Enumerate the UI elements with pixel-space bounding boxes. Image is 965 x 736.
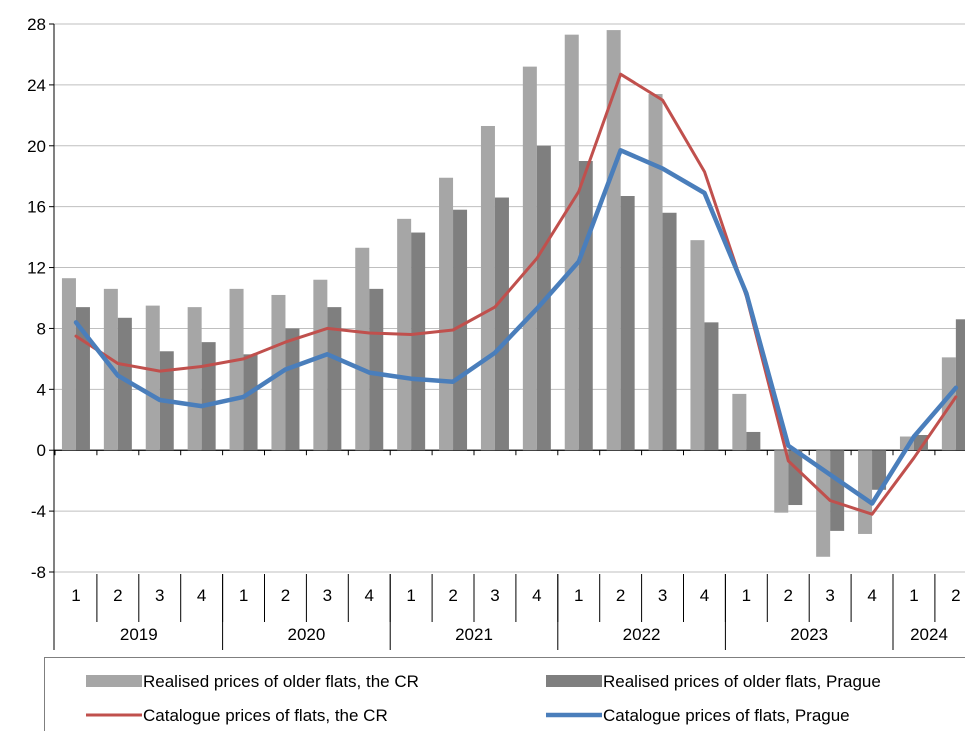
bar [704,322,718,450]
bar [313,280,327,450]
y-tick-label: 20 [27,137,46,156]
bar [411,233,425,451]
quarter-label: 1 [239,586,248,605]
quarter-label: 2 [951,586,960,605]
quarter-label: 4 [365,586,374,605]
quarter-label: 1 [742,586,751,605]
bar [621,196,635,450]
bar [202,342,216,450]
bar [858,450,872,534]
bar [369,289,383,450]
quarter-label: 1 [909,586,918,605]
y-tick-label: 12 [27,259,46,278]
quarter-label: 1 [71,586,80,605]
bar [146,306,160,451]
bar [663,213,677,450]
quarter-label: 4 [700,586,709,605]
year-label: 2024 [910,625,948,644]
bar [565,35,579,451]
bar [956,319,965,450]
bar [746,432,760,450]
quarter-label: 2 [784,586,793,605]
quarter-label: 4 [867,586,876,605]
quarter-label: 2 [448,586,457,605]
bar [62,278,76,450]
legend-swatch [86,675,142,687]
legend: Realised prices of older flats, the CR Re… [45,658,965,732]
quarter-label: 3 [825,586,834,605]
quarter-label: 1 [574,586,583,605]
y-tick-label: 4 [37,380,46,399]
y-tick-label: 8 [37,319,46,338]
quarter-label: 4 [532,586,541,605]
year-label: 2020 [287,625,325,644]
year-label: 2021 [455,625,493,644]
y-tick-label: 24 [27,76,46,95]
quarter-label: 3 [658,586,667,605]
y-tick-label: 28 [27,15,46,34]
y-tick-label: -8 [31,563,46,582]
quarter-label: 3 [490,586,499,605]
year-label: 2019 [120,625,158,644]
bar [285,328,299,450]
quarter-label: 2 [281,586,290,605]
legend-label: Realised prices of older flats, the CR [143,672,419,691]
quarter-label: 4 [197,586,206,605]
legend-label: Catalogue prices of flats, the CR [143,706,388,725]
bar [732,394,746,450]
year-label: 2023 [790,625,828,644]
bar [830,450,844,531]
bar [188,307,202,450]
quarter-label: 2 [113,586,122,605]
bar [230,289,244,450]
bar [774,450,788,512]
bar [788,450,802,505]
bar [495,198,509,451]
bar [649,94,663,450]
bar [579,161,593,450]
bar [690,240,704,450]
legend-label: Realised prices of older flats, Prague [603,672,881,691]
bar [481,126,495,450]
bar [523,67,537,451]
y-tick-label: 0 [37,441,46,460]
bar [244,354,258,450]
quarter-label: 3 [155,586,164,605]
quarter-label: 3 [323,586,332,605]
bar [355,248,369,450]
legend-swatch [546,675,602,687]
quarter-label: 1 [406,586,415,605]
y-tick-label: -4 [31,502,46,521]
legend-label: Catalogue prices of flats, Prague [603,706,850,725]
bars [62,30,965,557]
bar [439,178,453,450]
quarter-label: 2 [616,586,625,605]
y-tick-label: 16 [27,198,46,217]
year-label: 2022 [623,625,661,644]
